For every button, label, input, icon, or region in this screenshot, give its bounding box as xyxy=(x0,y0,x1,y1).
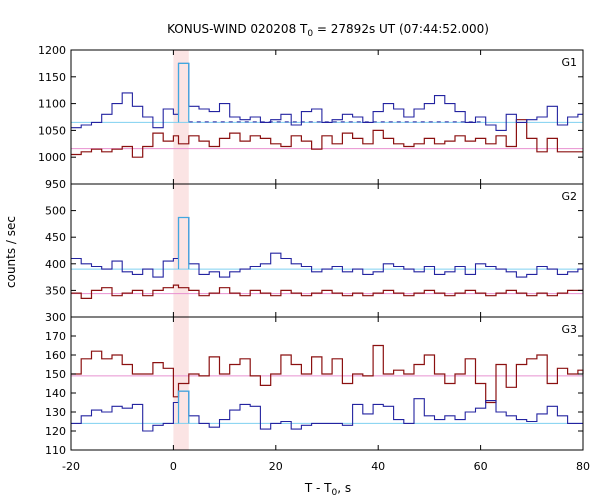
y-tick-label: 120 xyxy=(45,425,66,438)
chart-title: KONUS-WIND 020208 T0 = 27892s UT (07:44:… xyxy=(167,22,489,39)
x-axis-label: T - T0, s xyxy=(304,481,351,498)
chart-title-subscript: 0 xyxy=(307,29,313,39)
x-axis-label-prefix: T - T xyxy=(304,481,332,495)
peak-bin-outline xyxy=(177,390,190,424)
y-tick-label: 400 xyxy=(45,258,66,271)
y-tick-label: 140 xyxy=(45,387,66,400)
y-tick-label: 110 xyxy=(45,444,66,457)
red-series-line xyxy=(71,284,583,299)
blue-series-line xyxy=(71,62,583,131)
x-tick-label: 60 xyxy=(474,460,488,473)
panel-g1: 950 1000 1050 1100 1150 1200 G1 xyxy=(38,44,584,191)
y-tick-label: 1000 xyxy=(38,151,66,164)
red-series-line xyxy=(71,119,583,158)
y-tick-label: 1050 xyxy=(38,124,66,137)
panel-label: G1 xyxy=(561,56,577,69)
y-tick-label: 300 xyxy=(45,311,66,324)
y-tick-label: 1150 xyxy=(38,71,66,84)
panel-frame xyxy=(70,183,584,318)
x-tick-label: 80 xyxy=(576,460,590,473)
red-series-line xyxy=(71,344,584,404)
y-tick-label: 160 xyxy=(45,349,66,362)
trigger-highlight-band xyxy=(173,50,189,450)
panel-g3: 110 120 130 140 150 160 170 G3 xyxy=(45,316,584,457)
x-tick-label: -20 xyxy=(62,460,80,473)
plot-area: 95010001050110011501200G1300350400450500… xyxy=(38,44,590,473)
chart-title-prefix: KONUS-WIND 020208 T xyxy=(167,22,308,36)
panel-g2: 300 350 400 450 500 G2 xyxy=(45,183,584,324)
y-axis-label: counts / sec xyxy=(4,216,18,288)
peak-bin-outline xyxy=(177,216,190,270)
y-tick-label: 500 xyxy=(45,205,66,218)
x-tick-label: 20 xyxy=(269,460,283,473)
blue-series-line xyxy=(71,390,583,432)
x-tick-label: 40 xyxy=(371,460,385,473)
y-tick-label: 130 xyxy=(45,406,66,419)
y-tick-label: 150 xyxy=(45,368,66,381)
peak-bin-outline xyxy=(177,62,190,123)
blue-series-line xyxy=(71,216,583,278)
y-tick-label: 350 xyxy=(45,284,66,297)
y-tick-label: 1100 xyxy=(38,98,66,111)
x-axis-label-suffix: , s xyxy=(337,481,351,495)
panel-label: G3 xyxy=(561,323,577,336)
x-tick-label: 0 xyxy=(170,460,177,473)
y-tick-label: 950 xyxy=(45,178,66,191)
panel-label: G2 xyxy=(561,190,577,203)
y-tick-label: 1200 xyxy=(38,44,66,57)
x-axis-label-subscript: 0 xyxy=(332,488,338,498)
y-tick-label: 450 xyxy=(45,231,66,244)
y-tick-label: 170 xyxy=(45,330,66,343)
panel-frame xyxy=(70,316,584,451)
chart-title-suffix: = 27892s UT (07:44:52.000) xyxy=(313,22,489,36)
